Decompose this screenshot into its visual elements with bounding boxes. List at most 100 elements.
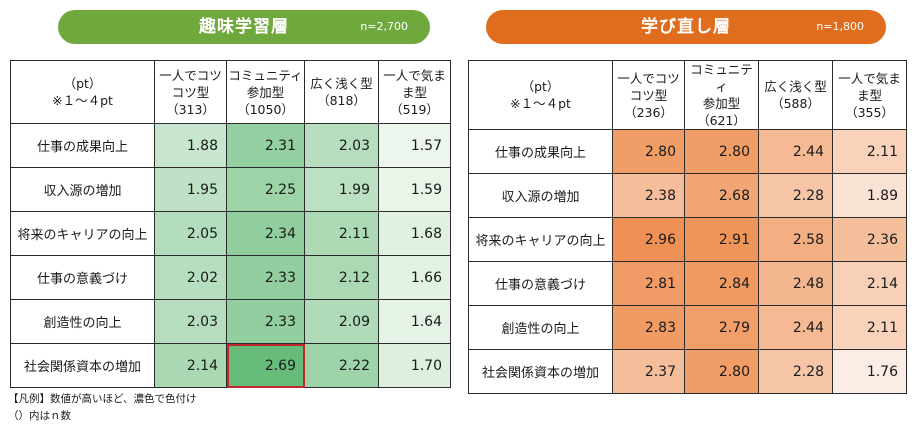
row-label: 仕事の成果向上	[468, 129, 613, 174]
value-cell: 2.09	[304, 299, 379, 344]
column-header-line: ま型	[856, 87, 882, 103]
value-cell: 1.68	[378, 211, 451, 256]
value-cell: 2.34	[226, 211, 305, 256]
column-header-line: 一人でコツ	[159, 67, 222, 83]
column-header: 一人でコツ コツ型 （313）	[154, 60, 227, 124]
value-cell: 2.14	[832, 261, 907, 306]
highlighted-value-cell: 2.69	[226, 343, 305, 388]
column-header-line: ま型	[401, 84, 427, 100]
value-cell: 2.11	[832, 129, 907, 174]
relearning-table: （pt） ※１～４pt 一人でコツ コツ型 （236） コミュニティ参加型 （621） 広く浅…	[468, 60, 907, 394]
corner-text: ※１～４pt	[510, 96, 571, 111]
row-label: 創造性の向上	[10, 299, 155, 344]
banner-title: 学び直し層	[641, 17, 731, 37]
value-cell: 1.88	[154, 123, 227, 168]
column-header: 一人で気ま ま型 （355）	[832, 60, 907, 130]
row-label: 仕事の意義づけ	[10, 255, 155, 300]
column-header-line: （236）	[624, 104, 673, 120]
value-cell: 2.48	[758, 261, 833, 306]
row-label: 収入源の増加	[10, 167, 155, 212]
value-cell: 2.11	[832, 305, 907, 350]
column-header-line: 一人で気ま	[838, 70, 901, 86]
value-cell: 2.36	[832, 217, 907, 262]
value-cell: 1.70	[378, 343, 451, 388]
banner-sample-size: n=1,800	[816, 20, 864, 33]
value-cell: 2.84	[684, 261, 759, 306]
value-cell: 2.68	[684, 173, 759, 218]
value-cell: 1.66	[378, 255, 451, 300]
column-header-line: 一人で気ま	[383, 67, 446, 83]
table-row: 収入源の増加 2.38 2.68 2.28 1.89	[468, 173, 907, 218]
value-cell: 1.57	[378, 123, 451, 168]
banner-title: 趣味学習層	[199, 17, 289, 37]
row-label: 将来のキャリアの向上	[10, 211, 155, 256]
column-header-line: コミュニティ	[690, 62, 753, 94]
value-cell: 2.80	[612, 129, 685, 174]
value-cell: 2.83	[612, 305, 685, 350]
value-cell: 1.95	[154, 167, 227, 212]
corner-text: （pt）	[521, 79, 560, 94]
banner-relearning: 学び直し層 n=1,800	[486, 10, 886, 44]
value-cell: 1.76	[832, 349, 907, 394]
value-cell: 2.58	[758, 217, 833, 262]
table-row: 社会関係資本の増加 2.14 2.69 2.22 1.70	[10, 343, 451, 388]
column-header: 一人で気ま ま型 （519）	[378, 60, 451, 124]
value-cell: 2.81	[612, 261, 685, 306]
column-header-line: （313）	[166, 101, 215, 117]
column-header-line: コミュニティ	[228, 67, 303, 83]
table-row: 仕事の意義づけ 2.81 2.84 2.48 2.14	[468, 261, 907, 306]
column-header-line: コツ型	[629, 87, 668, 103]
value-cell: 2.80	[684, 349, 759, 394]
value-cell: 2.31	[226, 123, 305, 168]
row-label: 収入源の増加	[468, 173, 613, 218]
row-label: 創造性の向上	[468, 305, 613, 350]
banner-hobby-learning: 趣味学習層 n=2,700	[58, 10, 430, 44]
row-label: 仕事の意義づけ	[468, 261, 613, 306]
column-header-line: （621）	[697, 113, 746, 128]
row-label: 仕事の成果向上	[10, 123, 155, 168]
value-cell: 2.14	[154, 343, 227, 388]
value-cell: 2.28	[758, 173, 833, 218]
value-cell: 2.22	[304, 343, 379, 388]
value-cell: 2.91	[684, 217, 759, 262]
table-row: 将来のキャリアの向上 2.05 2.34 2.11 1.68	[10, 211, 451, 256]
sample-size-note: （）内はｎ数	[8, 410, 71, 422]
column-header-line: コツ型	[171, 84, 210, 100]
value-cell: 2.05	[154, 211, 227, 256]
value-cell: 1.59	[378, 167, 451, 212]
banner-sample-size: n=2,700	[360, 20, 408, 33]
hobby-learning-table: （pt） ※１～４pt 一人でコツ コツ型 （313） コミュニティ 参加型 （1050） 広く…	[10, 60, 451, 388]
column-header-line: （588）	[771, 96, 820, 111]
column-header-line: （1050）	[237, 101, 294, 117]
header-row: （pt） ※１～４pt 一人でコツ コツ型 （236） コミュニティ参加型 （621） 広く浅…	[468, 60, 907, 130]
value-cell: 2.80	[684, 129, 759, 174]
value-cell: 2.02	[154, 255, 227, 300]
value-cell: 2.79	[684, 305, 759, 350]
header-row: （pt） ※１～４pt 一人でコツ コツ型 （313） コミュニティ 参加型 （1050） 広く…	[10, 60, 451, 124]
value-cell: 1.64	[378, 299, 451, 344]
value-cell: 2.03	[304, 123, 379, 168]
value-cell: 2.96	[612, 217, 685, 262]
table-row: 収入源の増加 1.95 2.25 1.99 1.59	[10, 167, 451, 212]
value-cell: 2.33	[226, 255, 305, 300]
value-cell: 2.12	[304, 255, 379, 300]
column-header: 一人でコツ コツ型 （236）	[612, 60, 685, 130]
value-cell: 2.38	[612, 173, 685, 218]
table-row: 仕事の意義づけ 2.02 2.33 2.12 1.66	[10, 255, 451, 300]
table-row: 将来のキャリアの向上 2.96 2.91 2.58 2.36	[468, 217, 907, 262]
corner-text: ※１～４pt	[52, 93, 113, 108]
row-label: 社会関係資本の増加	[10, 343, 155, 388]
value-cell: 2.28	[758, 349, 833, 394]
legend-note: 【凡例】数値が高いほど、濃色で色付け	[8, 393, 197, 405]
column-header: 広く浅く型 （588）	[758, 60, 833, 130]
column-header-line: 参加型	[246, 84, 285, 100]
row-label: 社会関係資本の増加	[468, 349, 613, 394]
column-header: 広く浅く型 （818）	[304, 60, 379, 124]
corner-header: （pt） ※１～４pt	[10, 60, 155, 124]
column-header-line: （818）	[317, 93, 366, 108]
value-cell: 2.44	[758, 305, 833, 350]
column-header-line: 参加型	[702, 96, 741, 111]
column-header-line: 広く浅く型	[310, 76, 373, 91]
value-cell: 2.44	[758, 129, 833, 174]
table-row: 社会関係資本の増加 2.37 2.80 2.28 1.76	[468, 349, 907, 394]
